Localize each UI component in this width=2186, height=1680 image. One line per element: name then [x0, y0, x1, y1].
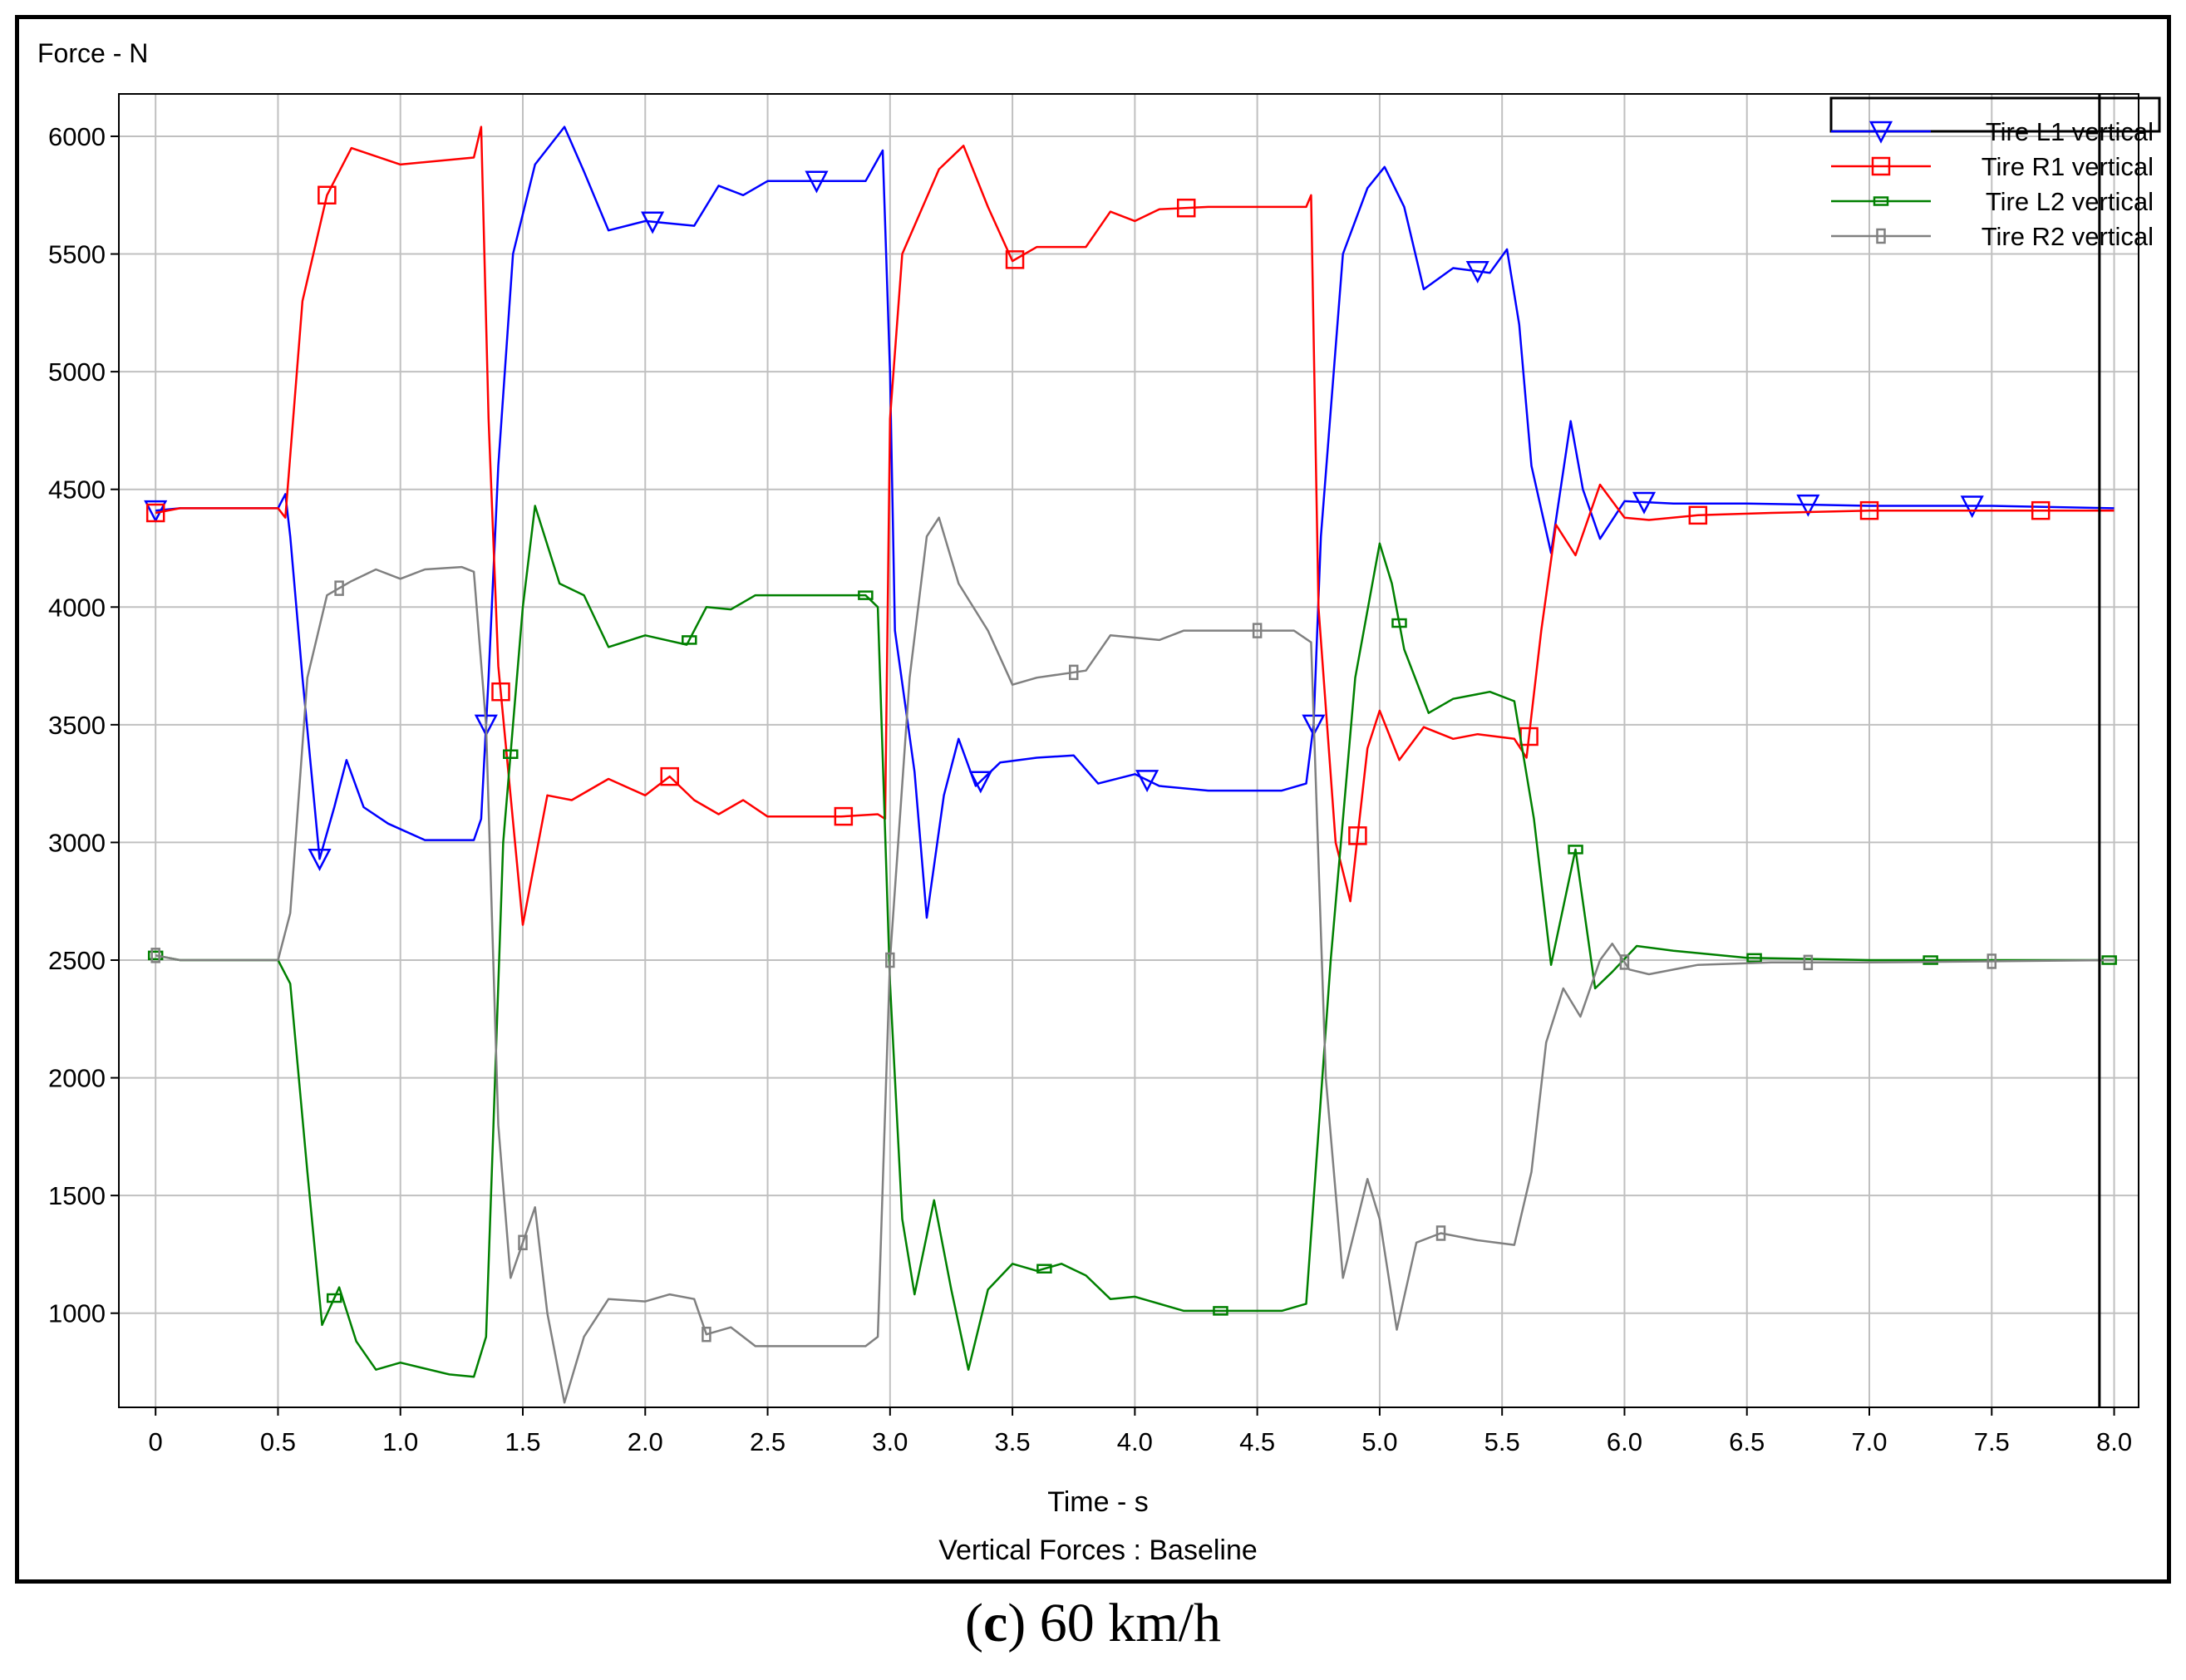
- y-tick-label: 4000: [48, 593, 106, 622]
- data-marker-tire-r1-vertical: [2031, 500, 2051, 520]
- data-marker-tire-r1-vertical: [834, 806, 854, 826]
- data-marker-tire-l1-vertical: [1796, 494, 1820, 517]
- x-tick-label: 0.5: [260, 1427, 296, 1456]
- data-marker-tire-r2-vertical: [885, 952, 895, 968]
- y-tick-label: 2500: [48, 946, 106, 975]
- data-marker-tire-l1-vertical: [968, 771, 992, 794]
- x-tick-label: 4.5: [1239, 1427, 1275, 1456]
- data-marker-tire-r2-vertical: [1435, 1225, 1446, 1241]
- data-marker-tire-r2-vertical: [518, 1234, 528, 1251]
- y-tick-label: 5000: [48, 357, 106, 387]
- data-marker-tire-r1-vertical: [318, 185, 337, 205]
- legend-highlight-box: [1829, 96, 2161, 133]
- data-marker-tire-l1-vertical: [805, 170, 829, 194]
- x-tick-label: 4.0: [1117, 1427, 1153, 1456]
- y-axis-title: Force - N: [37, 38, 148, 68]
- x-tick-label: 6.0: [1607, 1427, 1642, 1456]
- caption-close-paren: ): [1007, 1593, 1027, 1653]
- data-marker-tire-l1-vertical: [1632, 491, 1657, 515]
- x-tick-label: 5.0: [1361, 1427, 1397, 1456]
- caption-letter: c: [983, 1593, 1008, 1653]
- y-tick-label: 3500: [48, 711, 106, 740]
- legend-label-tire-r2-vertical: Tire R2 vertical: [1982, 222, 2154, 251]
- data-marker-tire-l1-vertical: [1960, 495, 1984, 519]
- legend-label-tire-l2-vertical: Tire L2 vertical: [1986, 187, 2154, 216]
- data-marker-tire-l2-vertical: [1923, 955, 1938, 965]
- legend-label-tire-r1-vertical: Tire R1 vertical: [1982, 152, 2154, 181]
- data-marker-tire-r2-vertical: [1068, 664, 1079, 681]
- data-marker-tire-l2-vertical: [1746, 953, 1762, 963]
- plot-area: [118, 93, 2139, 1408]
- data-marker-tire-r1-vertical: [1005, 250, 1025, 269]
- data-marker-tire-r2-vertical: [702, 1326, 711, 1343]
- chart-title: Vertical Forces : Baseline: [938, 1535, 1258, 1566]
- data-marker-tire-r1-vertical: [1688, 505, 1708, 525]
- data-marker-tire-l1-vertical: [1135, 770, 1159, 793]
- figure-caption: (c) 60 km/h: [0, 1592, 2186, 1655]
- data-marker-tire-l2-vertical: [1568, 845, 1583, 855]
- x-tick-label: 3.5: [995, 1427, 1031, 1456]
- y-tick-label: 4500: [48, 475, 106, 505]
- y-tick-label: 3000: [48, 828, 106, 857]
- series-line-tire-l1-vertical: [155, 126, 2115, 919]
- data-marker-tire-r2-vertical: [334, 580, 344, 596]
- data-marker-tire-l2-vertical: [858, 590, 874, 600]
- x-tick-label: 0: [149, 1427, 163, 1456]
- y-tick-label: 1500: [48, 1181, 106, 1210]
- legend[interactable]: Tire L1 vertical Tire R1 vertical Tire L2 …: [1829, 96, 2161, 251]
- data-marker-tire-r2-vertical: [1619, 954, 1630, 970]
- x-tick-label: 3.0: [872, 1427, 908, 1456]
- series-line-tire-r1-vertical: [155, 126, 2115, 926]
- tick-labels: 0 0.5 1.0 1.5 2.0 2.5 3.0 3.5 4.0 4.5 5.0 5.5 6.0 6.5…: [48, 122, 2132, 1456]
- data-marker-tire-r1-vertical: [145, 503, 165, 523]
- data-marker-tire-r1-vertical: [1348, 826, 1367, 845]
- series-line-tire-r2-vertical: [155, 516, 2115, 1404]
- data-marker-tire-r1-vertical: [1859, 500, 1879, 520]
- series-lines: [144, 126, 2117, 1404]
- grid: [119, 94, 2139, 1407]
- caption-text: 60 km/h: [1039, 1593, 1221, 1653]
- line-chart: 0 0.5 1.0 1.5 2.0 2.5 3.0 3.5 4.0 4.5 5.0 5.5 6.0 6.5…: [37, 38, 2161, 1566]
- data-marker-tire-r1-vertical: [660, 766, 679, 786]
- data-marker-tire-r1-vertical: [1176, 198, 1196, 218]
- legend-marker-tire-l1-vertical: [1868, 121, 1893, 144]
- data-marker-tire-l1-vertical: [1465, 261, 1489, 284]
- x-axis-title: Time - s: [1047, 1486, 1149, 1518]
- data-marker-tire-l2-vertical: [1036, 1264, 1052, 1274]
- x-tick-label: 8.0: [2096, 1427, 2132, 1456]
- y-tick-label: 5500: [48, 240, 106, 269]
- legend-marker-tire-r1-vertical: [1871, 156, 1891, 176]
- x-tick-label: 1.0: [382, 1427, 418, 1456]
- data-marker-tire-l2-vertical: [1391, 618, 1407, 628]
- x-tick-label: 2.5: [750, 1427, 785, 1456]
- data-marker-tire-r2-vertical: [150, 948, 160, 963]
- data-marker-tire-r1-vertical: [491, 682, 510, 702]
- legend-marker-tire-l2-vertical: [1873, 196, 1889, 206]
- x-tick-label: 6.5: [1729, 1427, 1765, 1456]
- data-marker-tire-r2-vertical: [1803, 954, 1814, 971]
- data-marker-tire-l2-vertical: [147, 950, 164, 961]
- data-marker-tire-l2-vertical: [326, 1293, 342, 1303]
- legend-label-tire-l1-vertical: Tire L1 vertical: [1986, 117, 2154, 146]
- legend-marker-tire-r2-vertical: [1876, 228, 1886, 244]
- data-marker-tire-l1-vertical: [308, 849, 332, 871]
- x-tick-label: 2.0: [628, 1427, 663, 1456]
- data-marker-tire-r2-vertical: [1987, 953, 1997, 969]
- y-tick-label: 2000: [48, 1064, 106, 1093]
- caption-open-paren: (: [965, 1593, 983, 1653]
- y-tick-label: 1000: [48, 1299, 106, 1328]
- x-tick-label: 1.5: [505, 1427, 540, 1456]
- y-tick-label: 6000: [48, 122, 106, 151]
- data-marker-tire-l2-vertical: [503, 749, 519, 759]
- data-marker-tire-l2-vertical: [682, 635, 697, 645]
- data-marker-tire-l1-vertical: [641, 211, 665, 234]
- series-line-tire-l2-vertical: [155, 505, 2115, 1378]
- chart-frame: 0 0.5 1.0 1.5 2.0 2.5 3.0 3.5 4.0 4.5 5.0 5.5 6.0 6.5…: [15, 15, 2171, 1584]
- x-tick-label: 5.5: [1484, 1427, 1520, 1456]
- data-marker-tire-r2-vertical: [1252, 623, 1263, 638]
- data-marker-tire-l2-vertical: [1213, 1306, 1228, 1316]
- x-tick-label: 7.0: [1851, 1427, 1887, 1456]
- x-tick-label: 7.5: [1974, 1427, 2010, 1456]
